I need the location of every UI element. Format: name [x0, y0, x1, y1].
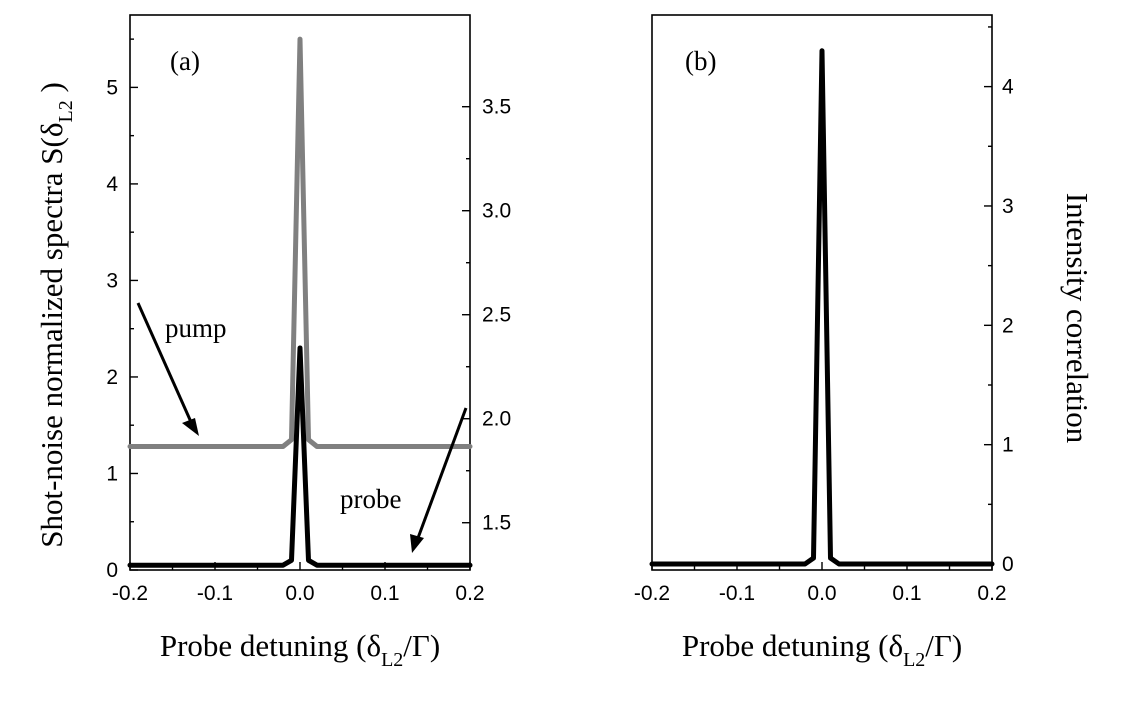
panel-b-x-tick-label: 0.1	[892, 582, 921, 605]
panel-a-label: (a)	[170, 46, 200, 76]
panel-a-series-pump-line	[127, 36, 473, 449]
panel-a-y-tick-label: 3	[106, 269, 118, 292]
panel-a-x-tick-label: -0.2	[112, 582, 148, 605]
panel-a-x-tick-label: 0.1	[370, 582, 399, 605]
panel-a-x-tick-label: 0.2	[455, 582, 484, 605]
panel-b-y-tick-label: 4	[1002, 76, 1014, 99]
panel-a-right-y-ticks: 1.5 2.0 2.5 3.0 3.5	[462, 96, 511, 535]
panel-b-y-ticks: 0 1 2 3 4	[984, 26, 1014, 576]
panel-a-right-y-tick-label: 3.5	[482, 96, 511, 119]
panel-b-x-tick-label: -0.2	[634, 582, 670, 605]
pump-annotation: pump	[165, 313, 227, 343]
panel-a-series-probe-line	[127, 345, 473, 568]
panel-a-y-tick-label: 2	[106, 366, 118, 389]
panel-b-y-tick-label: 1	[1002, 434, 1014, 457]
panel-b-x-ticks: -0.2 -0.1 0.0 0.1 0.2	[634, 562, 1007, 605]
panel-b-x-tick-label: -0.1	[719, 582, 755, 605]
panel-b-y-axis-label: Intensity correlation	[1060, 193, 1095, 444]
panel-b-series-correlation-line	[649, 48, 995, 567]
panel-b-curves	[649, 48, 995, 567]
panel-a-right-y-tick-label: 2.0	[482, 408, 511, 431]
probe-annotation: probe	[340, 484, 401, 514]
panel-b-x-axis-label: Probe detuning (δL2/Γ)	[682, 628, 962, 671]
panel-a-y-axis-label: Shot-noise normalized spectra S(δL2 )	[34, 82, 77, 548]
panel-a-y-tick-label: 1	[106, 462, 118, 485]
panel-a-x-tick-label: -0.1	[197, 582, 233, 605]
panel-a-x-tick-label: 0.0	[285, 582, 314, 605]
probe-arrowhead	[410, 534, 424, 553]
panel-a-y-tick-label: 5	[106, 76, 118, 99]
panel-b-x-tick-label: 0.2	[977, 582, 1006, 605]
pump-arrowhead	[182, 418, 199, 436]
panel-a: -0.2 -0.1 0.0 0.1 0.2 0 1 2 3 4 5 1.5 2.0 2.5 3.0 3.5…	[34, 14, 511, 671]
panel-b-label: (b)	[685, 46, 716, 76]
panel-b-y-tick-label: 2	[1002, 314, 1014, 337]
panel-a-x-axis-label: Probe detuning (δL2/Γ)	[160, 628, 440, 671]
panel-a-right-y-tick-label: 1.5	[482, 512, 511, 535]
panel-a-y-ticks: 0 1 2 3 4 5	[106, 38, 138, 582]
panel-a-right-y-tick-label: 3.0	[482, 200, 511, 223]
panel-a-y-tick-label: 4	[106, 173, 118, 196]
panel-a-y-tick-label: 0	[106, 559, 118, 582]
panel-b-y-tick-label: 3	[1002, 195, 1014, 218]
panel-b-y-tick-label: 0	[1002, 553, 1014, 576]
panel-a-x-ticks: -0.2 -0.1 0.0 0.1 0.2	[112, 562, 485, 605]
panel-b-x-tick-label: 0.0	[807, 582, 836, 605]
panel-a-right-y-tick-label: 2.5	[482, 304, 511, 327]
pump-arrow	[136, 302, 193, 423]
panel-a-curves	[127, 36, 473, 568]
probe-arrow	[416, 407, 468, 539]
panel-b: -0.2 -0.1 0.0 0.1 0.2 0 1 2 3 4 (b) Probe detuni…	[634, 14, 1095, 671]
